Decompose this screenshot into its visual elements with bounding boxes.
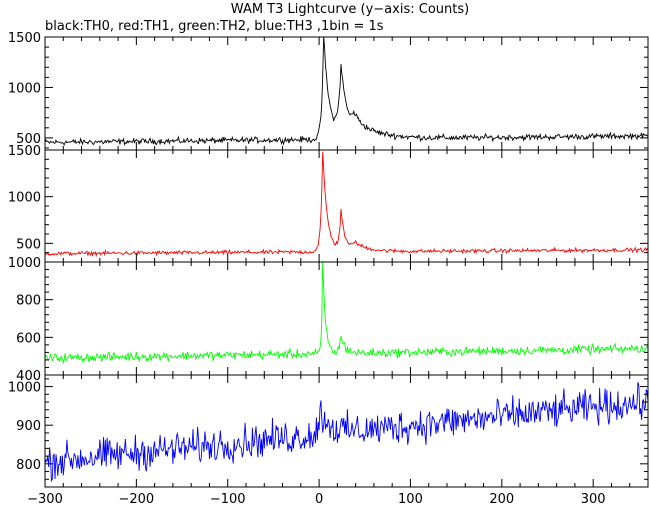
panel-frame: [44, 374, 649, 488]
panel-frame: [44, 149, 649, 263]
chart-title: WAM T3 Lightcurve (y−axis: Counts): [231, 2, 469, 17]
panel-1: 500 1000 1500: [8, 31, 649, 151]
x-tick-label: 200: [489, 492, 514, 505]
y-tick-label: 1000: [8, 256, 41, 271]
panel-4: 800 900 1000: [8, 374, 649, 488]
y-tick-label: 500: [16, 132, 41, 147]
panels: 5001000150050010001500400600800100080090…: [8, 31, 649, 488]
y-tick-label: 1000: [8, 191, 41, 206]
x-axis: −300 −200 −100 0 100 200 300: [27, 492, 605, 505]
x-tick-label: 0: [315, 492, 323, 505]
chart-subtitle: black:TH0, red:TH1, green:TH2, blue:TH3 …: [45, 19, 384, 34]
panel-2: 500 1000 1500: [8, 144, 649, 263]
panel-frame: [44, 261, 649, 376]
y-tick-label: 1000: [8, 81, 41, 96]
y-tick-label: 1500: [8, 144, 41, 159]
y-tick-label: 800: [16, 294, 41, 309]
y-tick-label: 900: [16, 419, 41, 434]
series-line-th0: [45, 37, 648, 147]
panel-frame: [44, 36, 649, 151]
x-tick-label: −200: [119, 492, 155, 505]
y-tick-label: 1000: [8, 381, 41, 396]
series-line-th2: [45, 262, 648, 365]
series-line-th1: [45, 151, 648, 258]
x-tick-label: 100: [398, 492, 423, 505]
panel-3: 400 600 800 1000: [8, 256, 649, 384]
x-tick-label: 300: [581, 492, 606, 505]
y-tick-label: 400: [16, 369, 41, 384]
x-tick-label: −300: [27, 492, 63, 505]
y-tick-label: 500: [16, 237, 41, 252]
y-tick-label: 600: [16, 331, 41, 346]
y-tick-label: 1500: [8, 31, 41, 46]
x-tick-label: −100: [210, 492, 246, 505]
y-tick-label: 800: [16, 458, 41, 473]
series-line-th3: [45, 381, 648, 483]
